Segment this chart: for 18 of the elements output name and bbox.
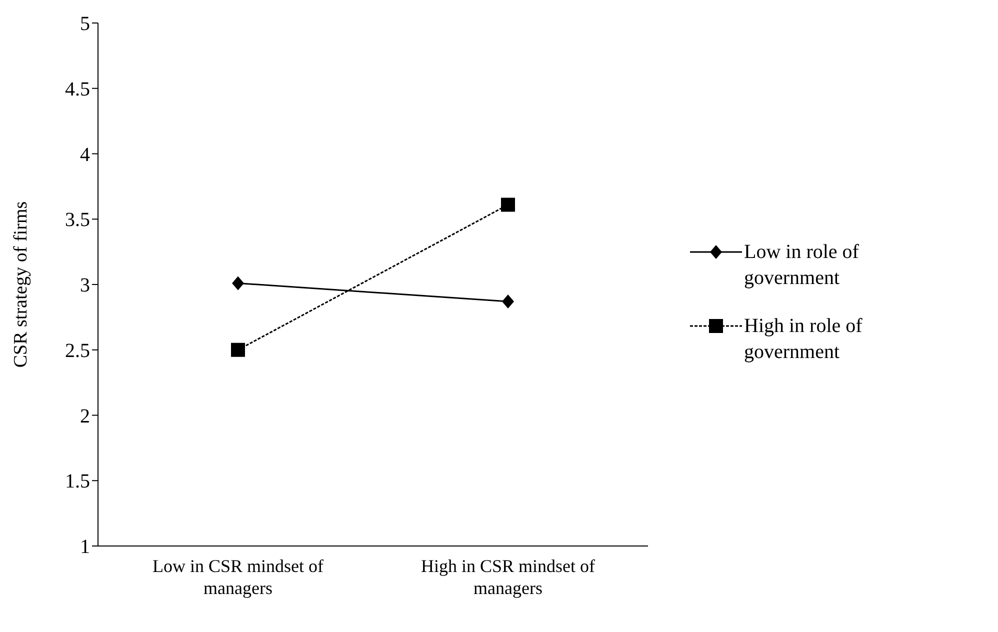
y-tick-label: 2: [80, 405, 90, 428]
point: [231, 342, 245, 357]
legend-label: High in role of government: [744, 314, 864, 365]
legend-label: Low in role of government: [744, 240, 860, 291]
point: [502, 294, 514, 308]
y-tick-label: 3.5: [65, 209, 90, 232]
y-tick-label: 2.5: [65, 340, 90, 362]
x-tick-label: High in CSR mindset of managers: [420, 556, 596, 598]
y-tick-label: 4: [80, 144, 90, 166]
x-tick-label: Low in CSR mindset of managers: [152, 556, 324, 598]
y-tick-label: 4.5: [65, 78, 90, 100]
point: [501, 198, 515, 212]
y-tick-label: 1.5: [65, 470, 90, 493]
y-tick-label: 3: [80, 274, 90, 297]
y-tick-label: 1: [80, 536, 90, 558]
y-axis-title: CSR strategy of firms: [10, 201, 32, 368]
y-tick-label: 5: [80, 13, 90, 36]
point: [232, 276, 244, 290]
